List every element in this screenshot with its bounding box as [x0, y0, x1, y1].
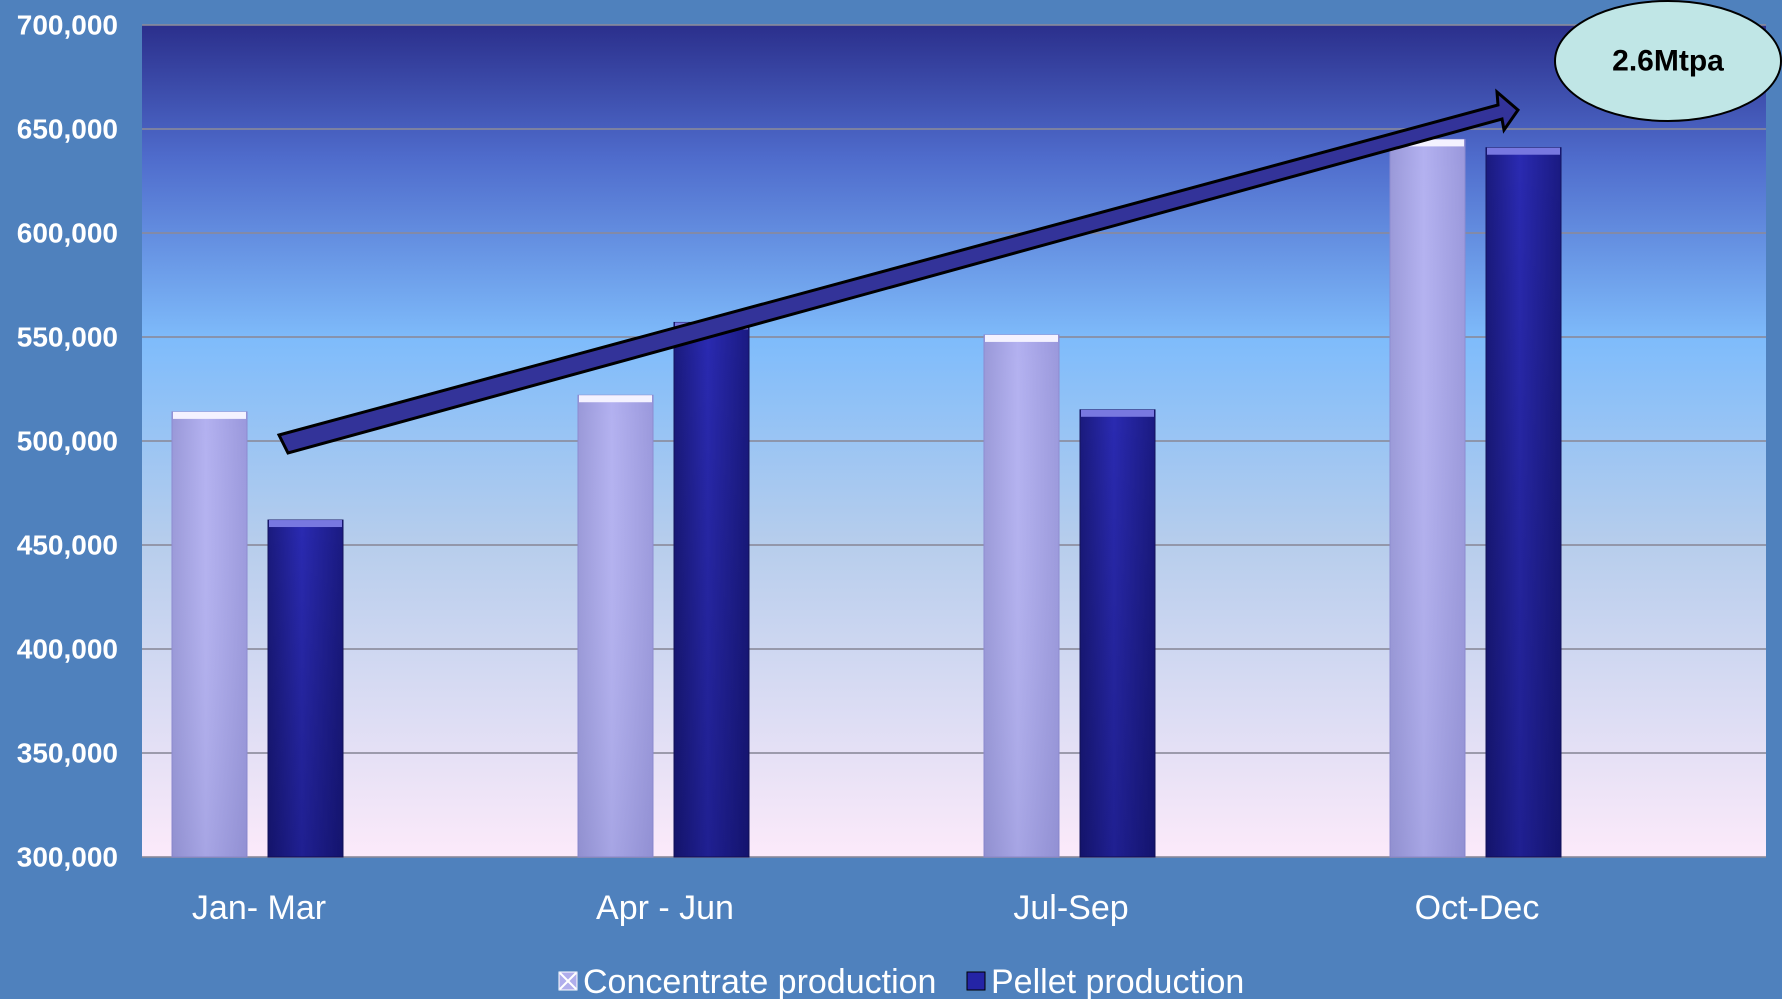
- bar-shade: [674, 322, 749, 857]
- callout-text: 2.6Mtpa: [1612, 45, 1724, 78]
- bar-pellet-4: [1485, 147, 1562, 858]
- legend-item-concentrate: Concentrate production: [558, 963, 936, 999]
- bar-pellet-3: [1079, 409, 1156, 858]
- y-tick-label: 450,000: [17, 530, 118, 561]
- bar-shade: [1390, 139, 1465, 857]
- x-category-label: Jul-Sep: [1013, 889, 1128, 927]
- y-tick-label: 700,000: [17, 10, 118, 41]
- bar-concentrate-3: [983, 334, 1060, 858]
- x-category-label: Apr - Jun: [596, 889, 734, 927]
- bar-cap: [985, 334, 1058, 342]
- bar-shade: [1080, 409, 1155, 857]
- y-tick-label: 300,000: [17, 842, 118, 873]
- bar-shade: [268, 520, 343, 857]
- bar-cap: [1487, 147, 1560, 155]
- annotation-callout: 2.6Mtpa: [1554, 0, 1782, 122]
- bars: [171, 138, 1562, 858]
- bar-cap: [1081, 409, 1154, 417]
- legend-label-concentrate: Concentrate production: [583, 963, 936, 999]
- callout-ellipse: [1554, 0, 1782, 122]
- bar-cap: [173, 411, 246, 419]
- x-category-label: Oct-Dec: [1415, 889, 1540, 927]
- bar-concentrate-1: [171, 411, 248, 858]
- legend: Concentrate production Pellet production: [558, 963, 1244, 999]
- bar-pellet-1: [267, 519, 344, 858]
- bar-cap: [1391, 139, 1464, 147]
- trend-arrow: [276, 88, 1521, 455]
- legend-item-pellet: Pellet production: [966, 963, 1244, 999]
- y-tick-label: 400,000: [17, 634, 118, 665]
- bar-shade: [172, 411, 247, 857]
- y-tick-label: 500,000: [17, 426, 118, 457]
- y-tick-label: 550,000: [17, 322, 118, 353]
- bar-pellet-2: [673, 321, 750, 858]
- bar-shade: [1486, 147, 1561, 858]
- bar-concentrate-2: [577, 394, 654, 858]
- bar-cap: [269, 520, 342, 528]
- legend-swatch-pellet: [966, 971, 986, 991]
- x-axis: Jan- Mar Apr - Jun Jul-Sep Oct-Dec: [192, 889, 1539, 927]
- bar-shade: [984, 334, 1059, 857]
- y-tick-label: 600,000: [17, 218, 118, 249]
- x-category-label: Jan- Mar: [192, 889, 326, 927]
- y-tick-label: 350,000: [17, 738, 118, 769]
- legend-label-pellet: Pellet production: [991, 963, 1244, 999]
- bar-cap: [579, 395, 652, 403]
- bar-shade: [578, 395, 653, 857]
- y-tick-label: 650,000: [17, 114, 118, 145]
- y-axis: 300,000 350,000 400,000 450,000 500,000 550,0…: [17, 10, 118, 873]
- bar-concentrate-4: [1389, 138, 1466, 858]
